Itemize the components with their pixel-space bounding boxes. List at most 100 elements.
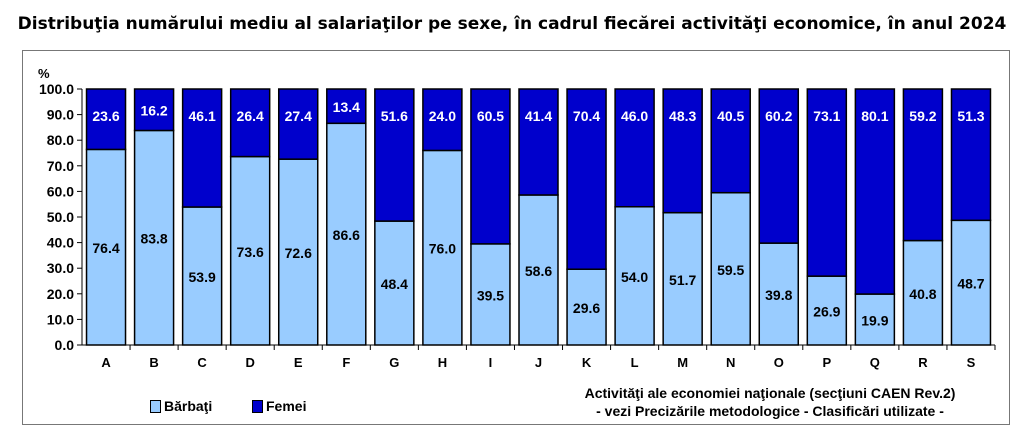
x-tick-label: B (149, 355, 158, 370)
data-label: 53.9 (189, 269, 216, 285)
x-tick-label: S (967, 355, 976, 370)
data-label: 72.6 (285, 245, 312, 261)
legend-item-femei: Femei (252, 398, 306, 414)
data-label: 54.0 (621, 269, 648, 285)
bar-barbati (902, 239, 944, 346)
bar-femei (950, 88, 992, 222)
x-tick-label: J (535, 355, 542, 370)
bar-femei (374, 88, 415, 222)
bar-femei (133, 88, 175, 132)
data-label: 51.3 (957, 108, 984, 124)
bar-barbati (758, 242, 800, 346)
y-axis-unit: % (38, 66, 50, 81)
data-label: 16.2 (140, 103, 167, 119)
bar-femei (326, 88, 367, 125)
data-label: 73.1 (813, 108, 840, 124)
chart-title: Distribuţia numărului mediu al salariaţi… (17, 14, 1007, 34)
bar-femei (902, 88, 944, 242)
data-label: 24.0 (429, 108, 456, 124)
x-tick-label: P (822, 355, 831, 370)
x-axis-label: Activităţi ale economiei naţionale (secţ… (584, 385, 956, 401)
data-label: 39.5 (477, 287, 504, 303)
bar-femei (758, 88, 800, 244)
data-label: 51.7 (669, 272, 696, 288)
data-label: 27.4 (285, 108, 312, 124)
x-tick-label: A (101, 355, 111, 370)
data-label: 76.4 (92, 240, 119, 256)
x-axis-note: - vezi Precizările metodologice - Clasif… (596, 403, 944, 419)
bar-barbati (614, 206, 655, 346)
x-tick-label: R (918, 355, 928, 370)
data-label: 48.3 (669, 108, 696, 124)
x-tick-label: K (582, 355, 592, 370)
x-tick-label: I (489, 355, 493, 370)
data-label: 39.8 (765, 287, 792, 303)
data-label: 60.2 (765, 108, 792, 124)
bar-barbati (518, 194, 559, 346)
bar-barbati (229, 155, 271, 346)
x-tick-label: G (389, 355, 399, 370)
data-label: 26.4 (237, 108, 264, 124)
y-tick-label: 90.0 (47, 107, 74, 123)
y-tick-label: 20.0 (47, 286, 74, 302)
x-tick-label: L (631, 355, 639, 370)
data-label: 83.8 (140, 231, 167, 247)
bar-barbati (85, 148, 127, 346)
data-label: 48.7 (957, 276, 984, 292)
bar-femei (181, 88, 223, 208)
data-label: 60.5 (477, 108, 504, 124)
y-tick-label: 100.0 (39, 81, 74, 97)
data-label: 40.5 (717, 108, 744, 124)
data-label: 48.4 (381, 276, 408, 292)
bar-femei (518, 88, 559, 196)
legend-label: Bărbaţi (164, 398, 213, 414)
bar-femei (806, 88, 848, 277)
x-tick-label: N (726, 355, 735, 370)
legend-label: Femei (266, 398, 307, 414)
data-label: 41.4 (525, 108, 552, 124)
x-tick-label: H (438, 355, 447, 370)
data-label: 73.6 (237, 244, 264, 260)
bar-barbati (181, 206, 223, 346)
bar-barbati (422, 149, 463, 346)
y-tick-label: 10.0 (47, 311, 74, 327)
data-label: 46.0 (621, 108, 648, 124)
x-tick-label: D (245, 355, 254, 370)
bar-femei (229, 88, 271, 158)
bar-femei (85, 88, 127, 151)
bar-barbati (806, 275, 848, 346)
data-label: 29.6 (573, 300, 600, 316)
x-tick-label: Q (870, 355, 880, 370)
data-label: 59.2 (909, 108, 936, 124)
x-tick-label: F (342, 355, 350, 370)
data-label: 26.9 (813, 304, 840, 320)
x-tick-label: E (294, 355, 303, 370)
data-label: 51.6 (381, 108, 408, 124)
bar-barbati (950, 219, 992, 346)
data-label: 19.9 (861, 313, 888, 329)
data-label: 23.6 (92, 108, 119, 124)
x-tick-label: O (774, 355, 784, 370)
bar-barbati (470, 243, 511, 346)
y-tick-label: 50.0 (47, 209, 74, 225)
y-tick-label: 0.0 (55, 337, 75, 353)
bar-barbati (326, 122, 367, 346)
chart-frame (22, 50, 1010, 425)
legend-swatch-barbati (150, 399, 161, 413)
x-tick-label: C (197, 355, 207, 370)
bar-femei (277, 88, 319, 160)
y-tick-label: 40.0 (47, 235, 74, 251)
y-tick-label: 60.0 (47, 183, 74, 199)
bar-barbati (277, 158, 319, 346)
bar-barbati (854, 293, 896, 346)
y-tick-label: 80.0 (47, 132, 74, 148)
data-label: 59.5 (717, 262, 744, 278)
bar-femei (614, 88, 655, 208)
bar-femei (854, 88, 896, 295)
data-label: 86.6 (333, 227, 360, 243)
data-label: 46.1 (189, 108, 216, 124)
data-label: 76.0 (429, 241, 456, 257)
bar-femei (470, 88, 511, 245)
x-tick-label: M (677, 355, 688, 370)
